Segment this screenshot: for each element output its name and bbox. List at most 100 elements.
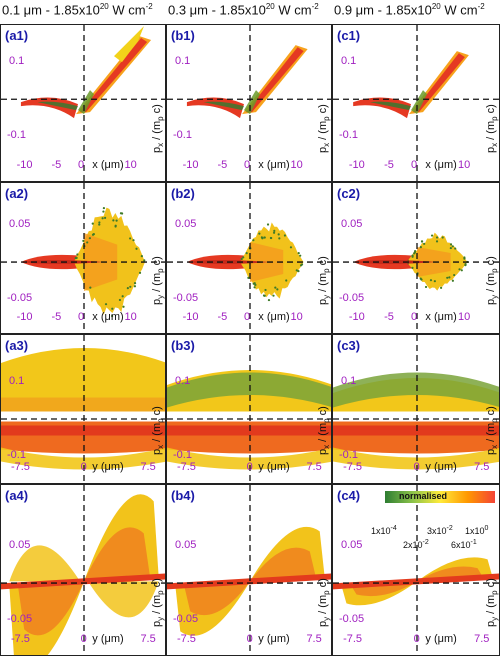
- phase-space-dot: [263, 236, 266, 239]
- phase-space-dot: [140, 255, 143, 258]
- phase-space-lower-yellow: [333, 447, 499, 470]
- phase-space-dot: [276, 288, 279, 291]
- phase-space-dot: [267, 298, 271, 302]
- ylabel-component: x: [156, 142, 166, 147]
- x-tick-label: 10: [458, 311, 471, 323]
- ylabel-normalisation: / (m: [317, 272, 329, 295]
- title-mantissa: 0.1 μm - 1.85x10: [2, 2, 100, 18]
- phase-space-dot: [88, 237, 91, 240]
- ylabel-component: y: [490, 616, 500, 621]
- panel-label: (c3): [337, 338, 361, 353]
- phase-space-dot: [272, 294, 275, 297]
- phase-space-dot: [446, 276, 449, 279]
- x-tick-label: 7.5: [474, 633, 490, 645]
- ylabel-close: c): [151, 406, 163, 419]
- ylabel-variable: p: [317, 146, 329, 153]
- ylabel-normalisation: / (m: [485, 120, 497, 143]
- x-tick-label: -10: [348, 311, 365, 323]
- y-tick-label: -0.05: [173, 613, 199, 626]
- phase-space-lower-core: [167, 425, 331, 436]
- ylabel-mass-subscript: p: [322, 268, 332, 273]
- phase-space-dot: [278, 237, 281, 240]
- panel-c4: (c4) 0.05 -0.05 -7.5 0 7.5 y (μm) py / (mp c) no…: [332, 484, 500, 656]
- phase-space-dot: [441, 236, 444, 239]
- title-exponent: 20: [265, 2, 275, 11]
- x-tick-label: 0: [78, 159, 85, 171]
- ylabel-close: c): [151, 578, 163, 591]
- y-axis-label: px / (mp c): [485, 406, 499, 455]
- ylabel-close: c): [485, 256, 497, 269]
- phase-space-dot: [91, 222, 94, 225]
- y-tick-label: 0.05: [341, 218, 363, 231]
- y-axis-label: px / (mp c): [485, 104, 499, 153]
- colorbar-tick-label: 1x100: [465, 525, 488, 536]
- phase-space-dot: [411, 266, 414, 269]
- ylabel-component: x: [322, 142, 332, 147]
- y-tick-label: 0.05: [175, 218, 197, 231]
- x-axis-label: x (μm): [92, 311, 124, 323]
- x-axis-label: x (μm): [258, 311, 290, 323]
- x-tick-label: -10: [16, 311, 33, 323]
- x-tick-label: 0: [80, 633, 87, 645]
- phase-space-dot: [121, 212, 124, 215]
- x-tick-label: 7.5: [306, 461, 322, 473]
- phase-space-plot: [167, 335, 331, 483]
- ylabel-variable: p: [485, 146, 497, 153]
- x-axis-label: y (μm): [258, 633, 290, 645]
- phase-space-band-green: [78, 90, 94, 115]
- phase-space-dot: [104, 303, 108, 306]
- phase-space-tail: [186, 97, 244, 119]
- panel-c1: (c1) 0.1 -0.1 -10 -5 0 10 x (μm) px / (mp c): [332, 24, 500, 182]
- panel-label: (a3): [5, 338, 29, 353]
- phase-space-dot: [435, 240, 439, 243]
- ylabel-variable: p: [151, 620, 163, 627]
- x-tick-label: -7.5: [176, 461, 196, 473]
- panel-label: (a4): [5, 488, 29, 503]
- y-tick-label: -0.05: [339, 613, 365, 626]
- y-axis-label: px / (mp c): [317, 104, 331, 153]
- phase-space-axis-band: [167, 573, 331, 590]
- phase-space-dot: [133, 285, 137, 288]
- phase-space-dot: [285, 279, 288, 282]
- ylabel-mass-subscript: p: [156, 418, 166, 423]
- title-mantissa: 0.9 μm - 1.85x10: [334, 2, 432, 18]
- colorbar-title: normalised: [399, 491, 448, 501]
- phase-space-dot: [89, 286, 92, 289]
- phase-space-dot: [143, 259, 146, 262]
- y-axis-label: py / (mp c): [317, 256, 331, 305]
- phase-space-dot: [252, 282, 255, 285]
- ylabel-component: x: [490, 142, 500, 147]
- panel-b3: (b3) 0.1 -0.1 -7.5 0 7.5 y (μm) px / (mp c): [166, 334, 332, 484]
- y-tick-label: 0.1: [341, 375, 357, 387]
- phase-space-plot: [333, 485, 499, 655]
- y-tick-label: 0.1: [175, 375, 191, 387]
- ylabel-close: c): [317, 104, 329, 117]
- ylabel-mass-subscript: p: [156, 116, 166, 121]
- phase-space-plot: [1, 25, 165, 181]
- panel-c2: (c2) 0.05 -0.05 -10 -5 0 10 x (μm) py / (mp c): [332, 182, 500, 334]
- phase-space-dot: [266, 223, 270, 226]
- phase-space-tail: [20, 97, 79, 119]
- colorbar-tick-mantissa: 2x10: [403, 540, 423, 550]
- panel-label: (b4): [171, 488, 195, 503]
- ylabel-variable: p: [485, 448, 497, 455]
- x-tick-label: 10: [290, 159, 303, 171]
- phase-space-dot: [274, 286, 277, 289]
- ylabel-component: x: [490, 444, 500, 449]
- x-tick-label: 0: [80, 461, 87, 473]
- x-tick-label: 0: [411, 159, 418, 171]
- phase-space-dot: [297, 270, 300, 273]
- phase-space-side-lobe: [9, 545, 80, 582]
- phase-space-dot: [258, 232, 261, 235]
- phase-space-upper-band: [1, 348, 165, 412]
- phase-space-dot: [297, 252, 300, 255]
- phase-space-dot: [86, 241, 89, 244]
- phase-space-dot: [439, 286, 443, 289]
- phase-space-lower-yellow: [1, 447, 165, 470]
- panel-c3: (c3) 0.1 -0.1 -7.5 0 7.5 y (μm) px / (mp c): [332, 334, 500, 484]
- phase-space-band-yellow: [114, 26, 144, 63]
- x-axis-label: y (μm): [425, 633, 457, 645]
- title-unit-exponent: -2: [311, 2, 319, 11]
- ylabel-normalisation: / (m: [317, 422, 329, 445]
